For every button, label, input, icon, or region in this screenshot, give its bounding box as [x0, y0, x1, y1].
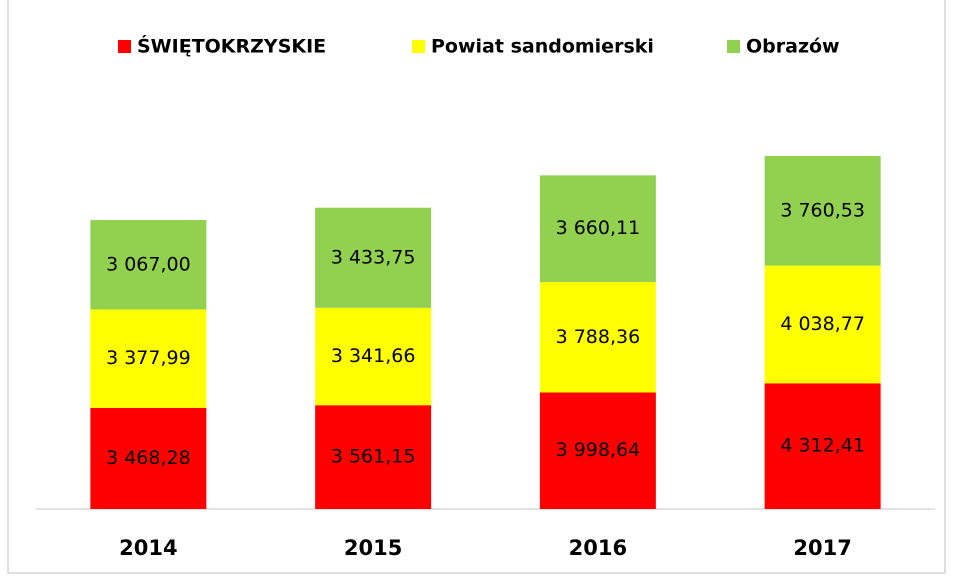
- value-label: 3 660,11: [556, 217, 641, 239]
- value-label: 3 341,66: [331, 345, 416, 367]
- bar-segment: [539, 282, 656, 393]
- value-label: 4 038,77: [780, 313, 865, 335]
- bar-segment: [90, 309, 207, 408]
- chart-frame: [7, 0, 946, 574]
- bar-segment: [315, 207, 432, 308]
- value-label: 3 433,75: [331, 246, 416, 268]
- value-label: 3 067,00: [106, 253, 191, 275]
- value-label: 3 760,53: [780, 199, 865, 221]
- bar-segment: [90, 220, 207, 310]
- bar-segment: [90, 407, 207, 509]
- bar-segment: [315, 405, 432, 509]
- bar-segment: [764, 383, 881, 509]
- bar-segment: [764, 156, 881, 266]
- legend-label: Powiat sandomierski: [431, 36, 654, 58]
- legend-swatch: [727, 40, 740, 53]
- x-tick-label: 2016: [569, 536, 627, 560]
- legend-label: ŚWIĘTOKRZYSKIE: [137, 34, 326, 58]
- bar-segment: [315, 307, 432, 406]
- value-label: 4 312,41: [780, 435, 865, 457]
- legend-label: Obrazów: [746, 36, 840, 58]
- x-tick-label: 2015: [344, 536, 402, 560]
- bar-segment: [539, 175, 656, 283]
- value-label: 3 998,64: [556, 439, 641, 461]
- x-tick-label: 2017: [793, 536, 851, 560]
- bar-segment: [764, 265, 881, 384]
- x-tick-label: 2014: [119, 536, 177, 560]
- value-label: 3 468,28: [106, 447, 191, 469]
- value-label: 3 788,36: [556, 326, 641, 348]
- value-label: 3 561,15: [331, 446, 416, 468]
- value-label: 3 377,99: [106, 347, 191, 369]
- legend-swatch: [118, 40, 131, 53]
- bar-segment: [539, 392, 656, 509]
- legend-swatch: [412, 40, 425, 53]
